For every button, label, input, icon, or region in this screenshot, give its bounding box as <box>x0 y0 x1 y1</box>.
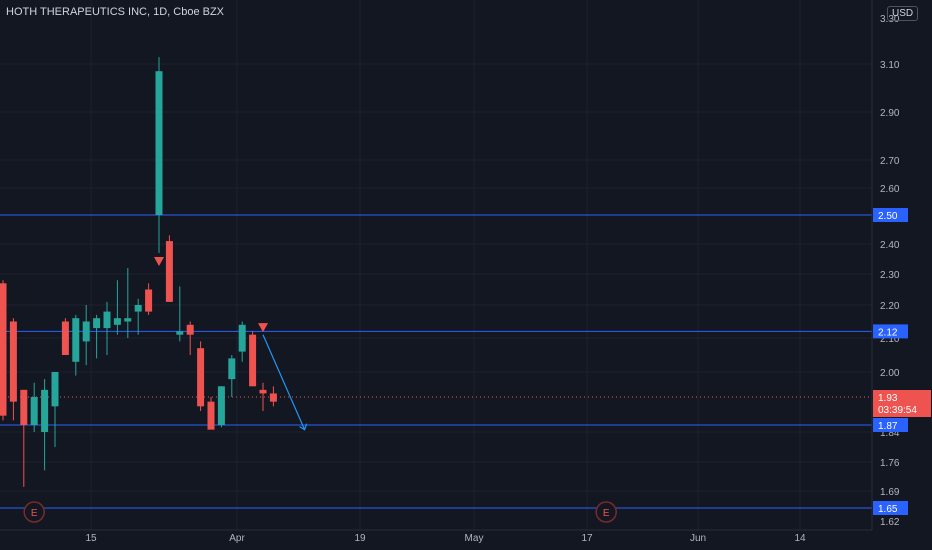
bar-countdown-label: 03:39:54 <box>878 405 917 416</box>
candle-body <box>0 283 7 416</box>
candle-body <box>93 318 101 329</box>
price-tick-label: 2.70 <box>880 156 900 167</box>
candle-body <box>134 305 142 312</box>
time-tick-label: Apr <box>229 533 245 544</box>
time-tick-label: Jun <box>690 533 706 544</box>
price-tick-label: 1.69 <box>880 487 900 498</box>
price-line-label: 1.65 <box>878 504 898 515</box>
time-axis[interactable]: 15 Apr 19 May 17 Jun 14 <box>0 529 872 544</box>
grid <box>0 0 872 530</box>
chart-title: HOTH THERAPEUTICS INC, 1D, Cboe BZX <box>6 6 225 18</box>
candle-body <box>197 348 205 407</box>
candle-body <box>269 393 277 402</box>
price-line-label: 2.50 <box>878 211 898 222</box>
price-tick-label: 1.84 <box>880 428 900 439</box>
price-tick-label: 2.00 <box>880 368 900 379</box>
candle-body <box>217 386 225 425</box>
candle-body <box>186 324 194 335</box>
candle-body <box>228 358 236 380</box>
candle-body <box>238 324 246 352</box>
price-tick-label: 1.76 <box>880 458 900 469</box>
candle-body <box>9 321 17 402</box>
price-tick-label: 3.10 <box>880 60 900 71</box>
price-axis[interactable]: 3.303.102.902.702.602.502.402.302.202.10… <box>871 0 932 550</box>
price-line-label: 2.12 <box>878 327 898 338</box>
candle-body <box>41 389 49 432</box>
price-line-label-bg <box>873 418 908 432</box>
price-tick-label: 2.20 <box>880 301 900 312</box>
candle-body <box>30 397 38 425</box>
candle-body <box>155 71 163 215</box>
price-tick-label: 2.90 <box>880 108 900 119</box>
last-price-label: 1.93 <box>878 393 898 404</box>
candle-body <box>82 321 90 342</box>
earnings-marker-label: E <box>31 508 38 519</box>
earnings-marker-label: E <box>603 508 610 519</box>
earnings-marker[interactable] <box>595 501 617 523</box>
price-tick-label: 2.10 <box>880 334 900 345</box>
candle-body <box>165 241 173 302</box>
time-tick-label: May <box>465 533 484 544</box>
price-axis-bg <box>872 0 932 550</box>
candle-body <box>72 318 80 362</box>
candle-body <box>176 331 184 335</box>
last-price-label-bg <box>873 390 931 417</box>
price-line-label-bg <box>873 501 908 515</box>
candle-body <box>124 318 132 322</box>
candle-body <box>249 334 257 387</box>
candle-body <box>61 321 69 355</box>
time-tick-label: 15 <box>85 533 97 544</box>
price-tick-label: 2.30 <box>880 270 900 281</box>
currency-button[interactable]: USD <box>887 6 919 21</box>
sell-signal-arrow <box>154 257 164 266</box>
candle-body <box>51 372 59 407</box>
candle-body <box>207 401 215 430</box>
trend-arrow-head <box>299 423 308 431</box>
time-tick-label: 14 <box>794 533 806 544</box>
price-tick-label: 1.62 <box>880 517 900 528</box>
candle-body <box>145 289 153 312</box>
trend-arrow-line <box>262 334 306 430</box>
price-line-label: 1.87 <box>878 421 898 432</box>
candle-body <box>20 389 28 425</box>
candle-body <box>259 389 267 394</box>
candle-body <box>113 318 121 325</box>
price-line-label-bg <box>873 324 908 339</box>
earnings-marker[interactable] <box>23 501 45 523</box>
horizontal-lines: 2.50 2.12 1.87 1.65 <box>0 208 908 515</box>
price-tick-label: 2.60 <box>880 184 900 195</box>
time-tick-label: 17 <box>581 533 593 544</box>
time-tick-label: 19 <box>354 533 366 544</box>
price-line-label-bg <box>873 208 908 222</box>
price-tick-label: 2.40 <box>880 240 900 251</box>
candles <box>0 57 277 487</box>
candle-body <box>103 311 111 329</box>
sell-signal-arrow <box>258 323 268 333</box>
